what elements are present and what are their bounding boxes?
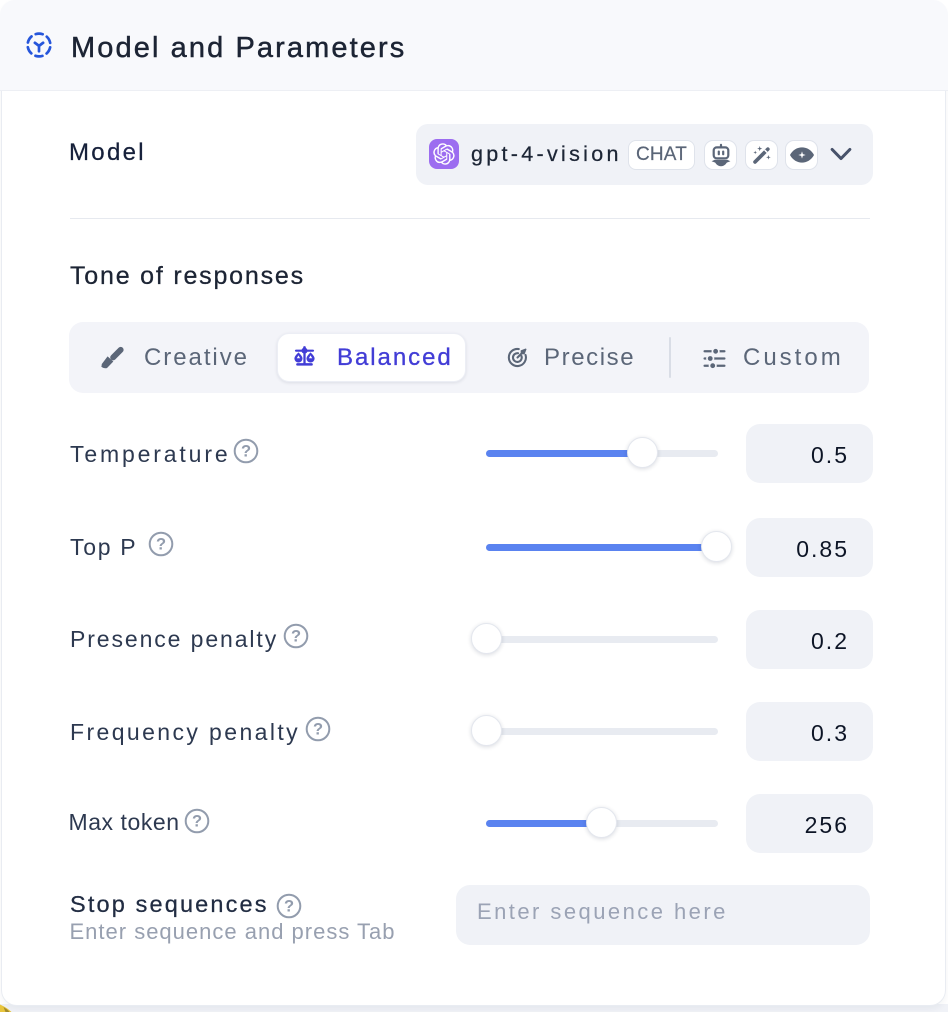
- svg-text:?: ?: [284, 898, 294, 916]
- svg-text:?: ?: [291, 628, 301, 646]
- svg-text:?: ?: [313, 720, 323, 738]
- svg-text:?: ?: [192, 812, 202, 830]
- svg-text:?: ?: [156, 536, 166, 554]
- svg-text:?: ?: [241, 443, 251, 461]
